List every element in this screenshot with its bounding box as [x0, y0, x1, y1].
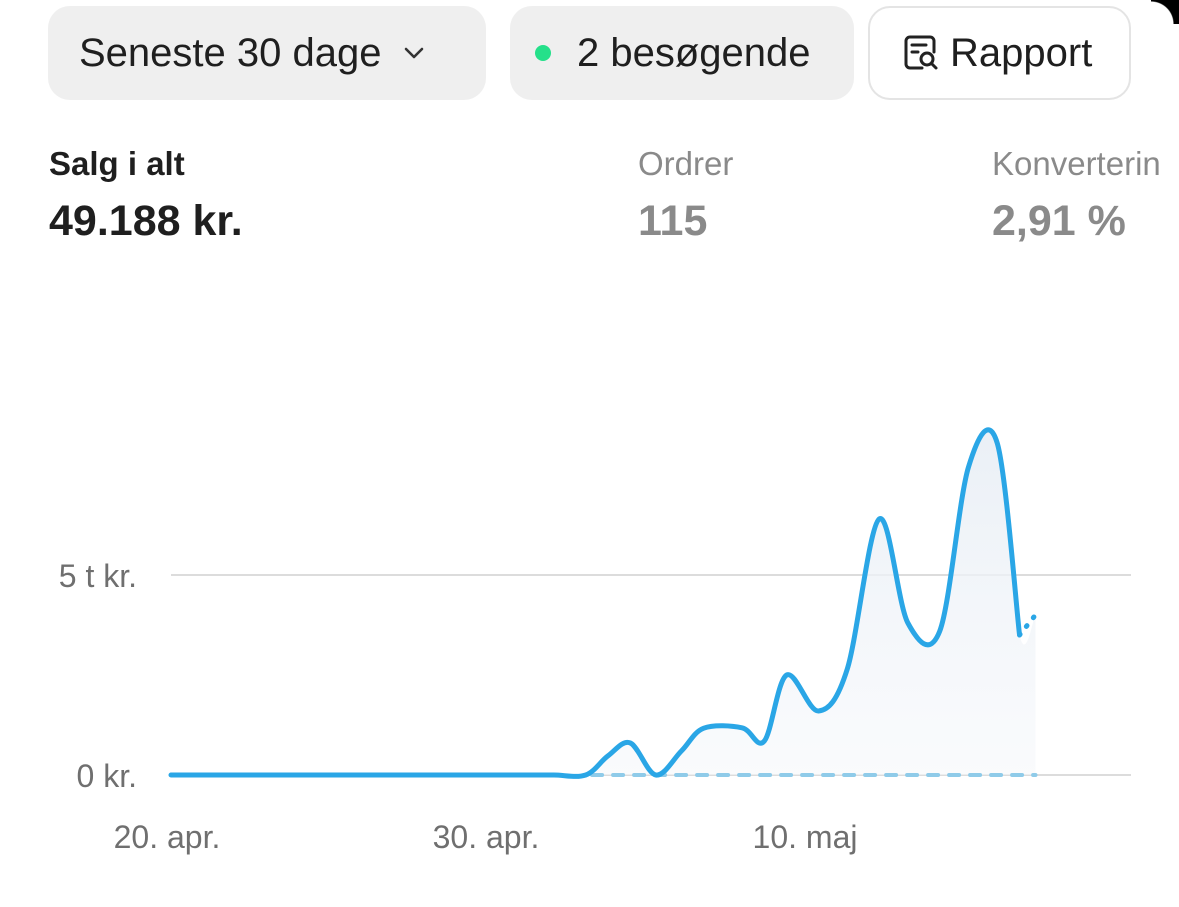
live-visitors-button[interactable]: 2 besøgende	[510, 6, 854, 100]
chevron-down-icon	[405, 47, 424, 59]
x-tick-label: 20. apr.	[114, 819, 221, 855]
metric-orders[interactable]: Ordrer 115	[638, 146, 733, 246]
x-tick-label: 30. apr.	[433, 819, 540, 855]
y-tick-label: 0 kr.	[77, 758, 137, 794]
series-area	[585, 429, 1036, 776]
date-range-selector[interactable]: Seneste 30 dage	[48, 6, 486, 100]
report-search-icon	[904, 35, 938, 70]
visitors-label: 2 besøgende	[577, 30, 811, 75]
metric-value: 115	[638, 197, 708, 245]
sales-series-line	[168, 427, 1023, 779]
projected-series-line	[1017, 612, 1038, 638]
sales-chart: 0 kr. 5 t kr. 20. apr. 30. apr. 10. maj	[59, 427, 1131, 855]
metric-label: Salg i alt	[49, 145, 185, 182]
y-tick-label: 5 t kr.	[59, 558, 137, 594]
x-tick-label: 10. maj	[753, 819, 858, 855]
metric-label: Konverterin	[992, 145, 1161, 182]
metric-value: 49.188 kr.	[49, 197, 243, 245]
report-label: Rapport	[950, 30, 1093, 75]
metric-label: Ordrer	[638, 145, 734, 182]
window-corner	[1151, 0, 1179, 24]
metric-conversion[interactable]: Konverterin 2,91 %	[992, 146, 1161, 246]
metric-total-sales[interactable]: Salg i alt 49.188 kr.	[49, 146, 243, 246]
live-status-dot	[535, 45, 551, 61]
metric-value: 2,91 %	[992, 197, 1126, 245]
report-button[interactable]: Rapport	[868, 6, 1131, 100]
date-range-label: Seneste 30 dage	[79, 30, 382, 75]
